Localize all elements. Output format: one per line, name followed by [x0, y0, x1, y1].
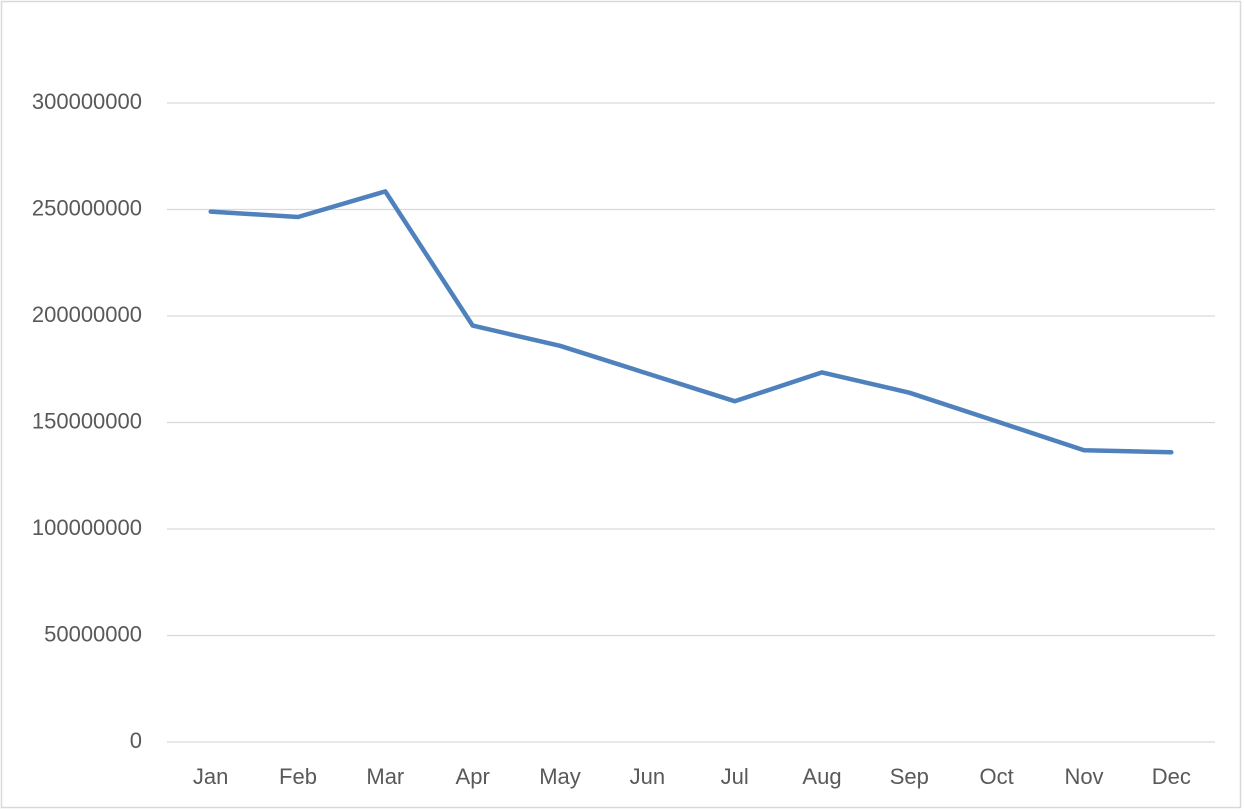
y-tick-label: 100000000: [32, 515, 142, 540]
x-tick-label: Apr: [456, 764, 490, 789]
x-tick-label: May: [539, 764, 581, 789]
x-tick-label: Jan: [193, 764, 228, 789]
x-tick-label: Dec: [1152, 764, 1191, 789]
x-tick-label: Aug: [802, 764, 841, 789]
x-tick-label: Sep: [890, 764, 929, 789]
y-tick-label: 50000000: [44, 621, 142, 646]
x-tick-label: Jul: [721, 764, 749, 789]
data-line: [208, 189, 1174, 455]
y-tick-label: 300000000: [32, 89, 142, 114]
x-tick-label: Mar: [366, 764, 404, 789]
x-tick-label: Feb: [279, 764, 317, 789]
y-tick-label: 200000000: [32, 302, 142, 327]
y-tick-label: 0: [130, 728, 142, 753]
x-tick-label: Oct: [980, 764, 1014, 789]
y-tick-label: 150000000: [32, 408, 142, 433]
y-tick-label: 250000000: [32, 195, 142, 220]
x-tick-label: Jun: [630, 764, 665, 789]
x-tick-label: Nov: [1064, 764, 1103, 789]
